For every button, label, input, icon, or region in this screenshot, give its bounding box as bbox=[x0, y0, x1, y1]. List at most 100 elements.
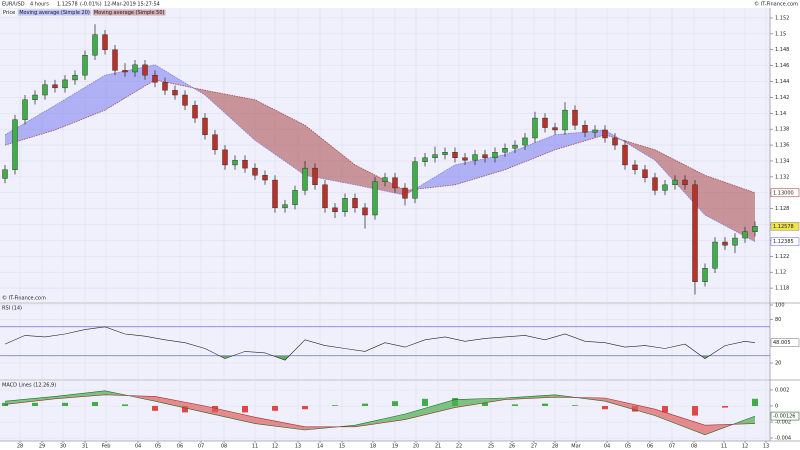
rsi-title: RSI (14) bbox=[2, 306, 22, 312]
x-tick-label: 25 bbox=[488, 444, 494, 450]
y-tick-label: 80 bbox=[775, 317, 781, 323]
candle-body bbox=[152, 74, 158, 83]
legend-label: Price bbox=[3, 10, 15, 16]
candle-body bbox=[82, 55, 88, 76]
candle-body bbox=[612, 137, 618, 146]
candle-body bbox=[132, 64, 138, 73]
candle-body bbox=[112, 49, 118, 71]
ma-cloud bbox=[455, 154, 505, 185]
last-value-label: 1.13000 bbox=[773, 190, 794, 196]
x-tick-label: Feb bbox=[102, 444, 111, 450]
ma-cloud bbox=[55, 75, 105, 130]
candle-body bbox=[672, 179, 678, 186]
moving-average-line bbox=[4, 64, 756, 242]
y-tick-label: 1.132 bbox=[775, 174, 789, 180]
candle-body bbox=[162, 82, 168, 91]
x-tick-label: 06 bbox=[177, 444, 183, 450]
candle-body bbox=[732, 237, 738, 246]
histogram-bar bbox=[512, 404, 518, 406]
y-tick-label: 1.122 bbox=[775, 254, 789, 260]
x-tick-label: 13 bbox=[295, 444, 301, 450]
candle-body bbox=[602, 129, 608, 139]
y-tick-label: -0.002 bbox=[775, 420, 791, 426]
y-tick-label: 0 bbox=[775, 404, 778, 410]
x-tick-label: 20 bbox=[413, 444, 419, 450]
x-tick-label: 18 bbox=[370, 444, 376, 450]
y-tick-label: 1.146 bbox=[775, 63, 789, 69]
candle-body bbox=[52, 84, 58, 89]
candle-body bbox=[192, 105, 198, 119]
histogram-bar bbox=[362, 403, 368, 406]
candle-body bbox=[522, 137, 528, 146]
candle-body bbox=[682, 179, 688, 186]
candle-body bbox=[142, 64, 148, 76]
x-tick-label: 08 bbox=[221, 444, 227, 450]
x-tick-label: 13 bbox=[763, 444, 769, 450]
x-tick-label: 28 bbox=[17, 444, 23, 450]
macd-ribbon bbox=[55, 390, 105, 399]
histogram-bar bbox=[572, 405, 578, 406]
candle-body bbox=[332, 207, 338, 213]
moving-average-line bbox=[4, 79, 756, 194]
y-tick-label: 1.12 bbox=[775, 270, 786, 276]
x-tick-label: 26 bbox=[509, 444, 515, 450]
candle-body bbox=[312, 167, 318, 186]
histogram-bar bbox=[722, 406, 728, 408]
x-tick-label: 14 bbox=[317, 444, 323, 450]
candle-body bbox=[92, 34, 98, 56]
last-value-box bbox=[770, 221, 800, 231]
x-tick-label: Mar bbox=[571, 444, 581, 450]
candle-body bbox=[12, 119, 18, 170]
macd-ribbon bbox=[605, 398, 655, 416]
source: © IT-Finance.com bbox=[754, 1, 798, 8]
x-tick-label: 30 bbox=[60, 444, 66, 450]
macd-ribbon bbox=[505, 394, 555, 400]
watermark: © IT-Finance.com bbox=[2, 295, 46, 302]
change: (-0.01%) bbox=[80, 2, 102, 8]
histogram-bar bbox=[422, 398, 428, 406]
macd-ribbon bbox=[405, 399, 455, 420]
legend-box bbox=[92, 9, 166, 16]
histogram-bar bbox=[752, 398, 758, 406]
y-tick-label: 1.134 bbox=[775, 158, 789, 164]
candle-body bbox=[532, 117, 538, 139]
x-tick-label: 11 bbox=[721, 444, 727, 450]
x-tick-label: 21 bbox=[435, 444, 441, 450]
candle-body bbox=[42, 84, 48, 96]
x-tick-label: 28 bbox=[552, 444, 558, 450]
x-tick-label: 07 bbox=[669, 444, 675, 450]
candle-body bbox=[2, 169, 8, 179]
legend-box bbox=[18, 9, 91, 16]
histogram-bar bbox=[662, 406, 668, 413]
candle-body bbox=[322, 184, 328, 209]
legend-box bbox=[2, 9, 17, 16]
symbol: EUR/USD bbox=[2, 2, 25, 8]
x-tick-label: 08 bbox=[691, 444, 697, 450]
last-value-label: -0.00126 bbox=[773, 414, 795, 420]
histogram-bar bbox=[302, 406, 308, 410]
candle-body bbox=[472, 154, 478, 161]
ma-cloud bbox=[205, 90, 255, 141]
histogram-bar bbox=[392, 401, 398, 406]
x-tick-label: 22 bbox=[456, 444, 462, 450]
candle-body bbox=[362, 207, 368, 216]
candle-body bbox=[342, 198, 348, 213]
histogram-bar bbox=[692, 406, 698, 416]
candle-body bbox=[442, 152, 448, 155]
macd-ribbon bbox=[205, 406, 255, 424]
y-tick-label: 1.136 bbox=[775, 143, 789, 149]
candle-body bbox=[292, 190, 298, 205]
header: EUR/USD 4 hours 1.12578 (-0.01%) 12-Mar-… bbox=[2, 1, 798, 8]
timeframe: 4 hours bbox=[30, 2, 49, 8]
histogram-bar bbox=[32, 402, 38, 406]
candle-body bbox=[182, 94, 188, 106]
price-panel bbox=[0, 8, 770, 302]
candle-body bbox=[402, 187, 408, 199]
y-tick-label: 1.15 bbox=[775, 31, 786, 37]
y-tick-label: 1.138 bbox=[775, 127, 789, 133]
y-tick-label: 0.002 bbox=[775, 388, 789, 394]
last-value-box bbox=[770, 338, 800, 347]
candle-body bbox=[502, 148, 508, 153]
